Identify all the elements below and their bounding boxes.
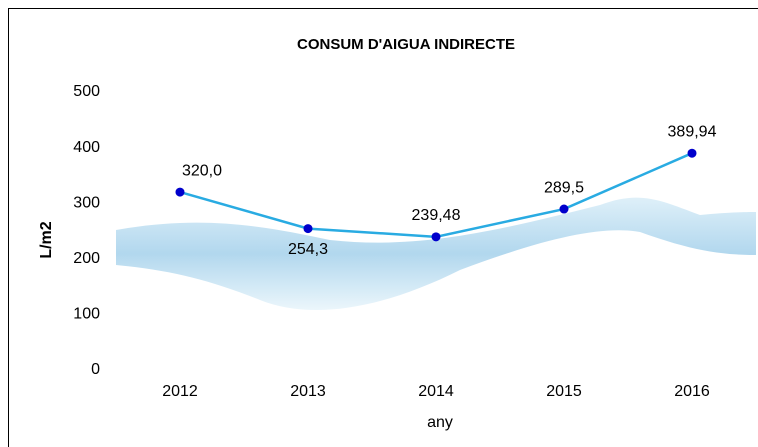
data-point [175,187,185,197]
y-axis-label: L/m2 [38,221,55,258]
water-background [116,197,756,310]
x-tick-label: 2014 [418,383,454,400]
data-label: 239,48 [412,207,461,224]
x-tick-label: 2016 [674,383,710,400]
x-tick-label: 2013 [290,383,326,400]
data-point [687,148,697,158]
data-point [431,232,441,242]
y-tick-label: 0 [91,361,100,378]
y-tick-label: 200 [73,250,100,267]
x-tick-label: 2015 [546,383,582,400]
chart-title: CONSUM D'AIGUA INDIRECTE [297,36,515,53]
x-axis-label: any [427,414,453,431]
data-label: 289,5 [544,179,584,196]
y-tick-label: 500 [73,83,100,100]
y-tick-label: 400 [73,139,100,156]
x-tick-label: 2012 [162,383,198,400]
data-label: 320,0 [182,162,222,179]
y-tick-label: 300 [73,194,100,211]
data-point [303,224,313,234]
y-tick-label: 100 [73,306,100,323]
data-label: 389,94 [668,123,717,140]
data-point [559,204,569,214]
data-label: 254,3 [288,241,328,258]
